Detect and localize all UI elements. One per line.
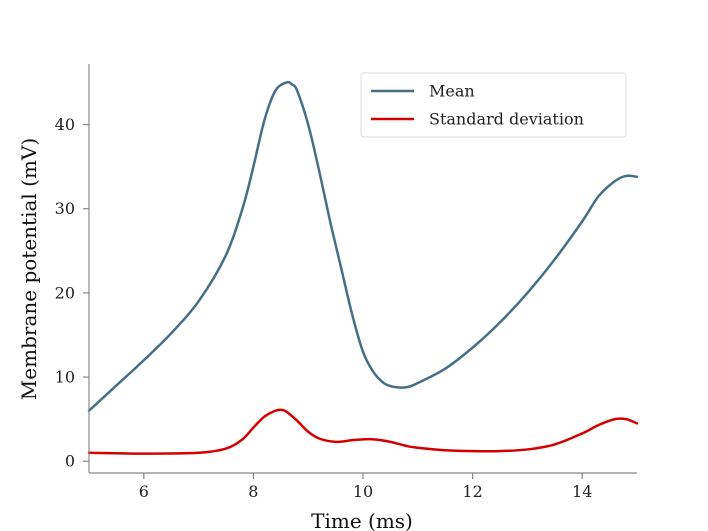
- y-tick-label: 10: [55, 368, 75, 387]
- series-line-mean: [87, 80, 639, 412]
- x-tick-label: 6: [139, 482, 149, 501]
- y-axis-title: Membrane potential (mV): [17, 138, 41, 400]
- x-tick-label: 12: [462, 482, 482, 501]
- x-axis-title: Time (ms): [311, 509, 413, 531]
- x-tick-label: 8: [248, 482, 258, 501]
- plot-area: [87, 80, 639, 455]
- legend: Mean Standard deviation: [360, 72, 627, 138]
- x-tick-label: 10: [353, 482, 373, 501]
- y-tick-label: 0: [65, 452, 75, 471]
- y-tick-label: 20: [55, 283, 75, 302]
- y-tick-label: 40: [55, 115, 75, 134]
- ticks: 6 8 10 12 14 0 10 20 30 40: [55, 115, 593, 501]
- legend-label-standard-deviation: Standard deviation: [429, 110, 584, 129]
- legend-label-mean: Mean: [429, 82, 475, 101]
- x-tick-label: 14: [572, 482, 592, 501]
- series-line-standard-deviation: [87, 408, 639, 455]
- legend-box: [360, 72, 627, 138]
- y-tick-label: 30: [55, 199, 75, 218]
